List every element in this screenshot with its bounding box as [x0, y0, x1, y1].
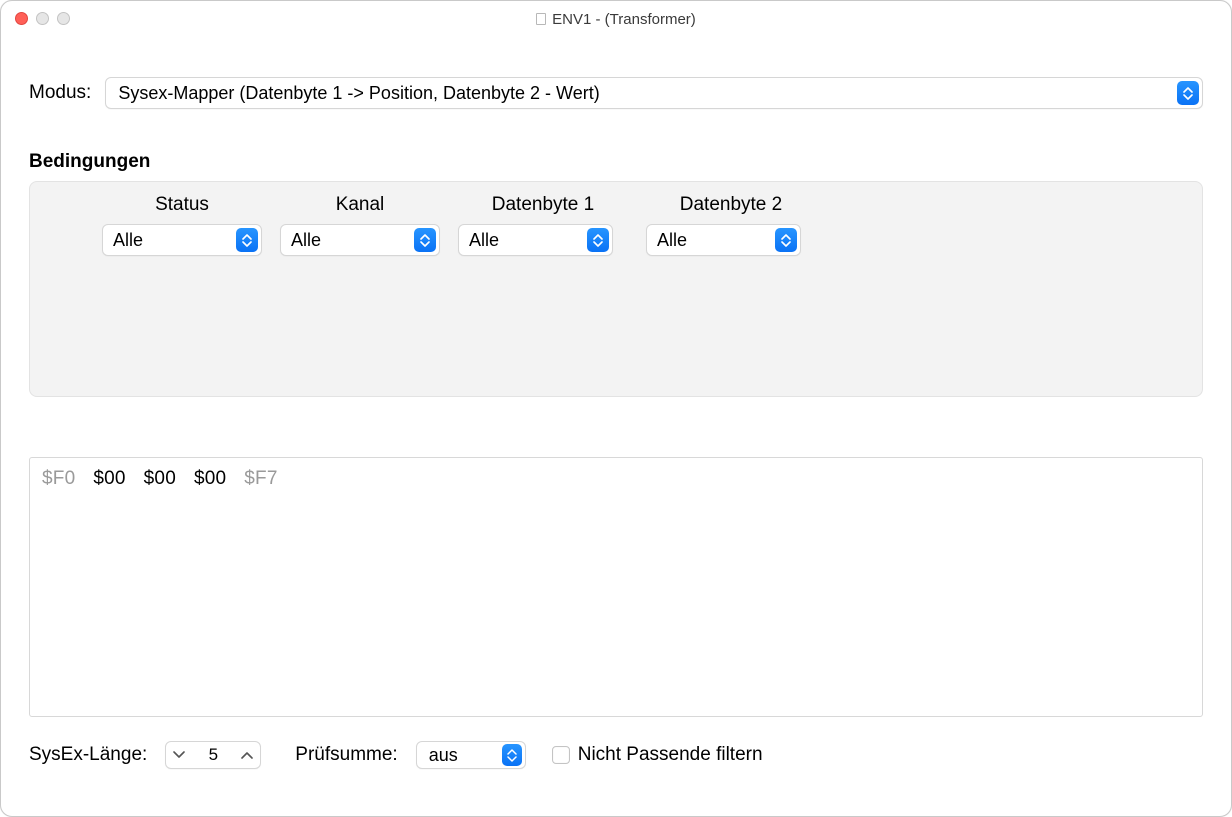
window-title: ENV1 - (Transformer) [536, 11, 696, 28]
cond-header-status: Status [102, 194, 262, 216]
mode-popup-value: Sysex-Mapper (Datenbyte 1 -> Position, D… [118, 83, 599, 104]
conditions-grid: Status Alle Kanal Alle [54, 194, 1182, 256]
cond-header-db1: Datenbyte 1 [458, 194, 628, 216]
sysex-length-value: 5 [192, 745, 234, 765]
hex-byte[interactable]: $F7 [244, 468, 277, 490]
mode-label: Modus: [29, 82, 91, 104]
footer-row: SysEx-Länge: 5 Prüfsumme: aus [29, 741, 1203, 769]
checksum-popup[interactable]: aus [416, 741, 526, 769]
updown-arrows-icon [775, 228, 797, 252]
updown-arrows-icon [1177, 81, 1199, 105]
hex-byte[interactable]: $00 [144, 468, 176, 490]
stepper-down-button[interactable] [166, 742, 192, 768]
conditions-box: Status Alle Kanal Alle [29, 181, 1203, 397]
cond-col-kanal: Kanal Alle [280, 194, 440, 256]
conditions-title: Bedingungen [29, 151, 1203, 173]
traffic-lights [15, 12, 70, 25]
cond-value-db1: Alle [469, 230, 499, 251]
cond-header-db2: Datenbyte 2 [646, 194, 816, 216]
checksum-label: Prüfsumme: [295, 744, 397, 766]
checksum-value: aus [429, 745, 458, 766]
cond-header-kanal: Kanal [280, 194, 440, 216]
titlebar: ENV1 - (Transformer) [1, 1, 1231, 37]
cond-value-kanal: Alle [291, 230, 321, 251]
cond-popup-db1[interactable]: Alle [458, 224, 613, 256]
document-icon [536, 13, 546, 25]
mode-popup[interactable]: Sysex-Mapper (Datenbyte 1 -> Position, D… [105, 77, 1203, 109]
updown-arrows-icon [502, 744, 522, 766]
updown-arrows-icon [414, 228, 436, 252]
window-title-text: ENV1 - (Transformer) [552, 11, 696, 28]
sysex-hex-line: $F0 $00 $00 $00 $F7 [42, 468, 1190, 490]
filter-nonmatching-label: Nicht Passende filtern [578, 744, 763, 766]
cond-value-status: Alle [113, 230, 143, 251]
updown-arrows-icon [587, 228, 609, 252]
cond-value-db2: Alle [657, 230, 687, 251]
transformer-window: ENV1 - (Transformer) Modus: Sysex-Mapper… [0, 0, 1232, 817]
cond-popup-kanal[interactable]: Alle [280, 224, 440, 256]
cond-popup-db2[interactable]: Alle [646, 224, 801, 256]
window-minimize-button[interactable] [36, 12, 49, 25]
filter-nonmatching-row: Nicht Passende filtern [552, 744, 763, 766]
hex-byte[interactable]: $00 [93, 468, 125, 490]
cond-col-db2: Datenbyte 2 Alle [646, 194, 816, 256]
mode-row: Modus: Sysex-Mapper (Datenbyte 1 -> Posi… [29, 77, 1203, 109]
hex-byte[interactable]: $00 [194, 468, 226, 490]
updown-arrows-icon [236, 228, 258, 252]
cond-col-db1: Datenbyte 1 Alle [458, 194, 628, 256]
stepper-up-button[interactable] [234, 742, 260, 768]
filter-nonmatching-checkbox[interactable] [552, 746, 570, 764]
window-zoom-button[interactable] [57, 12, 70, 25]
window-close-button[interactable] [15, 12, 28, 25]
cond-popup-status[interactable]: Alle [102, 224, 262, 256]
sysex-length-stepper[interactable]: 5 [165, 741, 261, 769]
hex-byte[interactable]: $F0 [42, 468, 75, 490]
window-content: Modus: Sysex-Mapper (Datenbyte 1 -> Posi… [1, 37, 1231, 816]
sysex-length-label: SysEx-Länge: [29, 744, 147, 766]
cond-col-status: Status Alle [102, 194, 262, 256]
sysex-hex-editor[interactable]: $F0 $00 $00 $00 $F7 [29, 457, 1203, 717]
